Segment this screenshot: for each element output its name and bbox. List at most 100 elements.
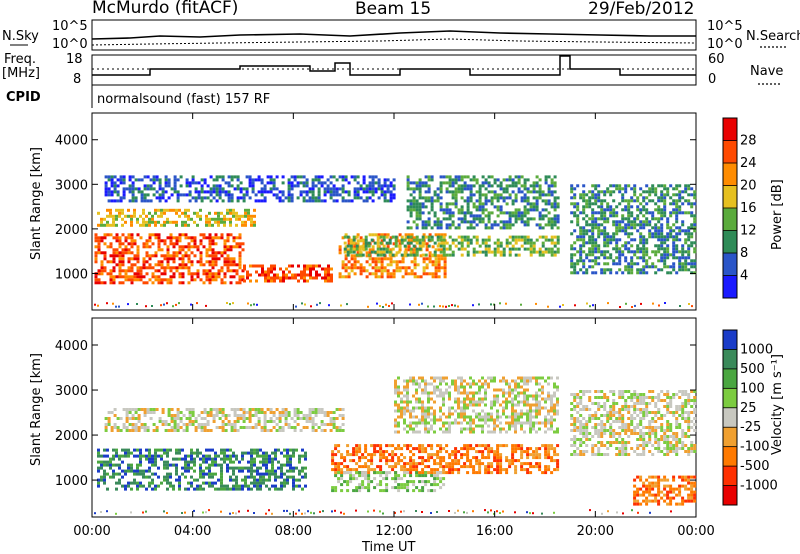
range-cell xyxy=(636,247,640,251)
range-cell xyxy=(606,205,610,209)
range-cell xyxy=(187,257,191,261)
range-cell xyxy=(499,193,503,197)
range-cell xyxy=(433,462,437,466)
range-cell xyxy=(496,250,500,254)
range-cell xyxy=(397,483,401,487)
range-cell xyxy=(200,429,204,432)
range-cell xyxy=(350,254,354,258)
range-cell xyxy=(427,223,431,227)
range-cell xyxy=(594,220,598,224)
range-cell xyxy=(352,250,356,254)
range-cell xyxy=(523,247,527,251)
range-cell xyxy=(624,229,628,233)
range-cell xyxy=(107,193,111,197)
range-cell xyxy=(303,279,306,283)
ground-cell xyxy=(196,302,198,305)
range-cell xyxy=(481,181,485,185)
range-cell xyxy=(415,468,419,472)
range-cell xyxy=(406,483,410,487)
range-cell xyxy=(463,175,467,179)
range-cell xyxy=(232,214,235,218)
range-cell xyxy=(403,385,406,389)
range-cell xyxy=(406,235,410,239)
range-cell xyxy=(514,193,518,197)
range-cell xyxy=(373,447,377,451)
range-cell xyxy=(278,414,282,417)
range-cell xyxy=(511,456,515,460)
range-cell xyxy=(451,453,455,457)
range-cell xyxy=(148,266,152,270)
range-cell xyxy=(356,190,360,194)
range-cell xyxy=(621,187,625,191)
range-cell xyxy=(166,451,169,455)
range-cell xyxy=(269,190,273,194)
range-cell xyxy=(190,236,194,240)
range-cell xyxy=(229,487,232,491)
range-cell xyxy=(208,278,212,282)
range-cell xyxy=(433,421,436,425)
range-cell xyxy=(133,448,136,452)
range-cell xyxy=(242,193,246,197)
range-cell xyxy=(134,411,138,414)
range-cell xyxy=(131,423,135,426)
range-cell xyxy=(484,394,487,398)
range-cell xyxy=(454,453,458,457)
range-cell xyxy=(419,275,423,279)
range-cell xyxy=(594,247,598,251)
range-cell xyxy=(624,241,628,245)
range-cell xyxy=(317,426,321,429)
range-cell xyxy=(232,478,235,482)
range-cell xyxy=(343,247,347,251)
range-cell xyxy=(609,268,613,272)
range-cell xyxy=(154,275,158,279)
range-cell xyxy=(178,239,182,243)
range-cell xyxy=(199,484,202,488)
range-cell xyxy=(227,175,231,179)
range-cell xyxy=(648,193,652,197)
range-cell xyxy=(298,484,301,488)
range-cell xyxy=(573,202,577,206)
range-cell xyxy=(684,232,688,236)
range-cell xyxy=(445,211,449,215)
range-cell xyxy=(421,415,424,419)
range-cell xyxy=(121,208,124,212)
range-cell xyxy=(214,463,217,467)
range-cell xyxy=(188,184,192,188)
range-cell xyxy=(448,181,452,185)
range-cell xyxy=(416,275,420,279)
range-cell xyxy=(118,242,122,246)
range-cell xyxy=(259,475,262,479)
range-cell xyxy=(291,276,294,280)
range-cell xyxy=(618,268,622,272)
range-cell xyxy=(681,202,685,206)
range-cell xyxy=(235,281,239,285)
range-cell xyxy=(660,259,664,263)
range-cell xyxy=(466,456,470,460)
range-cell xyxy=(323,187,327,191)
nsky-trace xyxy=(91,30,696,40)
range-cell xyxy=(511,462,515,466)
range-cell xyxy=(526,447,530,451)
range-cell xyxy=(681,190,685,194)
range-cell xyxy=(286,448,289,452)
range-cell xyxy=(341,178,345,182)
range-cell xyxy=(490,430,493,434)
range-cell xyxy=(194,196,198,200)
range-cell xyxy=(376,444,380,448)
range-cell xyxy=(161,420,165,423)
range-cell xyxy=(472,250,476,254)
range-cell xyxy=(221,423,225,426)
range-cell xyxy=(115,275,119,279)
range-cell xyxy=(454,409,457,413)
range-cell xyxy=(451,450,455,454)
range-cell xyxy=(214,457,217,461)
range-cell xyxy=(157,242,161,246)
range-cell xyxy=(651,250,655,254)
range-cell xyxy=(172,245,176,249)
range-cell xyxy=(122,175,126,179)
range-cell xyxy=(460,400,463,404)
range-cell xyxy=(361,453,365,457)
range-cell xyxy=(499,430,502,434)
range-cell xyxy=(496,196,500,200)
range-cell xyxy=(612,211,616,215)
